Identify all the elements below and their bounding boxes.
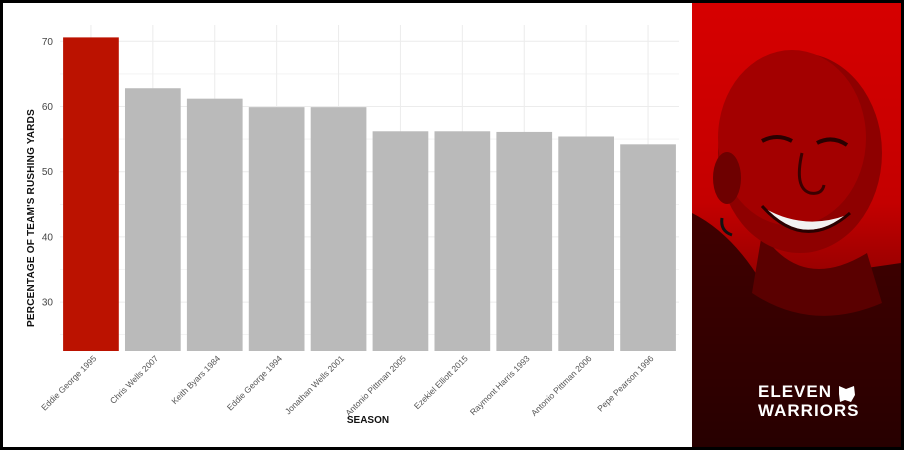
bar <box>434 131 491 351</box>
y-tick-label: 70 <box>42 37 54 48</box>
bar <box>620 144 676 351</box>
bar <box>372 131 429 351</box>
x-tick-label: Chris Wells 2007 <box>108 353 161 406</box>
ohio-logo-icon <box>839 386 855 402</box>
bar <box>558 136 615 351</box>
bar-chart: 30 40 50 60 70 Eddie George 1995 Chris Wells 2… <box>39 25 679 418</box>
x-tick-label: Antonio Pittman 2005 <box>343 353 408 418</box>
brand-line-1: ELEVEN <box>758 382 833 401</box>
x-tick-label: Keith Byars 1984 <box>169 353 222 406</box>
x-tick-label: Jonathan Wells 2001 <box>283 353 346 416</box>
chart-panel: 30 40 50 60 70 Eddie George 1995 Chris Wells 2… <box>3 3 692 447</box>
bar <box>248 107 305 351</box>
bar <box>124 88 181 351</box>
y-tick-label: 30 <box>42 298 54 309</box>
bar <box>63 37 119 351</box>
bar <box>496 131 553 351</box>
bar <box>310 107 367 351</box>
x-tick-label: Eddie George 1995 <box>39 353 98 412</box>
y-tick-label: 60 <box>42 102 54 113</box>
x-tick-label: Eddie George 1994 <box>225 353 284 412</box>
x-tick-label: Ezekiel Elliott 2015 <box>412 353 470 411</box>
y-tick-label: 50 <box>42 167 54 178</box>
bar <box>186 98 243 352</box>
x-axis-label: SEASON <box>346 415 390 426</box>
brand-logo: ELEVEN WARRIORS <box>758 382 860 420</box>
y-tick-label: 40 <box>42 232 54 243</box>
x-tick-label: Antonio Pittman 2006 <box>529 353 594 418</box>
x-tick-label: Raymont Harris 1993 <box>468 353 532 417</box>
smiling-man-portrait-icon <box>692 50 901 447</box>
brand-line-2: WARRIORS <box>758 401 860 420</box>
player-photo <box>692 3 901 447</box>
y-axis-label: PERCENTAGE OF TEAM'S RUSHING YARDS <box>26 109 37 327</box>
x-tick-label: Pepe Pearson 1996 <box>595 353 655 413</box>
